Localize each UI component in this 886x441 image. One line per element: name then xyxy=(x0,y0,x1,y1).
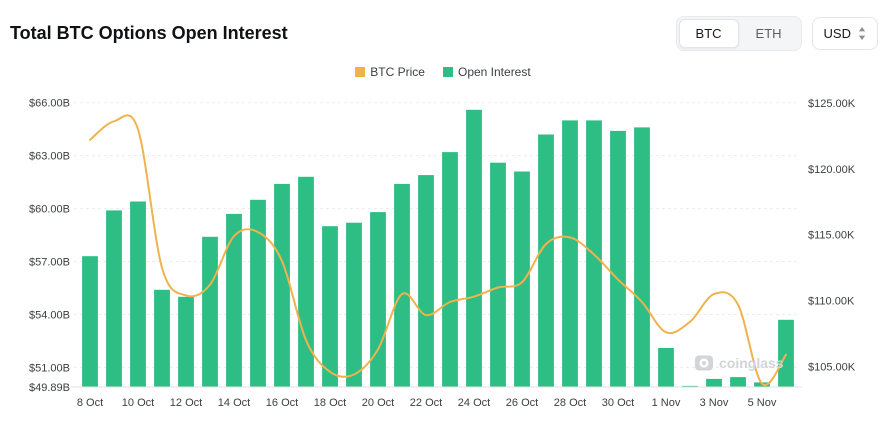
y-tick-label-left: $60.00B xyxy=(29,204,70,216)
bar-open-interest-31-oct[interactable] xyxy=(634,127,650,388)
y-tick-label-left: $63.00B xyxy=(29,151,70,163)
page-title: Total BTC Options Open Interest xyxy=(10,23,288,43)
bar-open-interest-6-nov[interactable] xyxy=(778,319,794,387)
y-tick-label-left: $66.00B xyxy=(29,98,70,110)
y-tick-label-right: $125.00K xyxy=(808,98,856,110)
legend-label-open-interest: Open Interest xyxy=(457,65,531,79)
bar-open-interest-27-oct[interactable] xyxy=(538,134,554,388)
x-tick-label: 10 Oct xyxy=(122,397,154,409)
x-tick-label: 24 Oct xyxy=(458,397,490,409)
bar-open-interest-18-oct[interactable] xyxy=(322,226,338,387)
x-tick-label: 1 Nov xyxy=(652,397,681,409)
x-tick-label: 28 Oct xyxy=(554,397,586,409)
chart-canvas[interactable]: $66.00B $63.00B $60.00B $57.00B $54.00B $51.0… xyxy=(0,81,886,417)
x-tick-label: 8 Oct xyxy=(77,397,103,409)
bar-open-interest-12-oct[interactable] xyxy=(178,296,194,387)
currency-value: USD xyxy=(823,26,851,41)
legend-item-btc-price[interactable]: BTC Price xyxy=(355,65,425,79)
header: Total BTC Options Open Interest BTC ETH … xyxy=(0,0,886,51)
chart-container: $66.00B $63.00B $60.00B $57.00B $54.00B $51.0… xyxy=(0,81,886,422)
bar-open-interest-2-nov[interactable] xyxy=(682,385,698,387)
y-tick-label-left: $51.00B xyxy=(29,362,70,374)
bar-open-interest-8-oct[interactable] xyxy=(82,256,98,387)
bar-open-interest-28-oct[interactable] xyxy=(562,120,578,388)
bar-open-interest-20-oct[interactable] xyxy=(370,212,386,387)
bar-open-interest-15-oct[interactable] xyxy=(250,199,266,387)
y-tick-label-right: $115.00K xyxy=(808,230,855,242)
bar-open-interest-21-oct[interactable] xyxy=(394,183,410,387)
bar-open-interest-17-oct[interactable] xyxy=(298,176,314,387)
bar-open-interest-19-oct[interactable] xyxy=(346,222,362,387)
bar-open-interest-24-oct[interactable] xyxy=(466,109,482,388)
legend-label-btc-price: BTC Price xyxy=(370,65,425,79)
x-tick-label: 12 Oct xyxy=(170,397,202,409)
x-tick-label: 30 Oct xyxy=(602,397,634,409)
bar-open-interest-30-oct[interactable] xyxy=(610,130,626,387)
bar-open-interest-23-oct[interactable] xyxy=(442,152,458,387)
y-tick-label-right: $105.00K xyxy=(808,362,856,374)
x-tick-label: 26 Oct xyxy=(506,397,538,409)
coin-toggle: BTC ETH xyxy=(675,16,802,51)
x-tick-label: 3 Nov xyxy=(700,397,729,409)
x-tick-label: 5 Nov xyxy=(748,397,777,409)
y-tick-label-right: $110.00K xyxy=(808,296,855,308)
bar-open-interest-13-oct[interactable] xyxy=(202,236,218,387)
x-tick-label: 22 Oct xyxy=(410,397,442,409)
x-tick-label: 14 Oct xyxy=(218,397,250,409)
legend-item-open-interest[interactable]: Open Interest xyxy=(442,65,531,79)
y-tick-label-right: $120.00K xyxy=(808,164,856,176)
btc-price-line xyxy=(89,114,787,387)
sort-arrows-icon xyxy=(858,27,866,40)
x-tick-label: 20 Oct xyxy=(362,397,394,409)
coin-toggle-btc[interactable]: BTC xyxy=(678,19,739,48)
bar-open-interest-25-oct[interactable] xyxy=(490,162,506,387)
bar-open-interest-1-nov[interactable] xyxy=(658,348,674,387)
bar-open-interest-10-oct[interactable] xyxy=(130,201,146,388)
bar-open-interest-14-oct[interactable] xyxy=(226,213,242,387)
legend-swatch-btc-price xyxy=(355,67,366,77)
bar-open-interest-9-oct[interactable] xyxy=(106,210,122,387)
x-tick-label: 18 Oct xyxy=(314,397,346,409)
currency-selector[interactable]: USD xyxy=(811,17,878,50)
bar-open-interest-16-oct[interactable] xyxy=(274,183,290,387)
bar-open-interest-26-oct[interactable] xyxy=(514,171,530,388)
y-tick-label-left: $54.00B xyxy=(29,310,70,322)
bar-open-interest-3-nov[interactable] xyxy=(706,378,722,387)
bar-open-interest-4-nov[interactable] xyxy=(730,377,746,387)
bar-open-interest-11-oct[interactable] xyxy=(154,289,170,387)
y-tick-label-left: $49.89B xyxy=(29,382,70,394)
coin-toggle-eth[interactable]: ETH xyxy=(739,19,799,48)
y-tick-label-left: $57.00B xyxy=(29,257,70,269)
legend-swatch-open-interest xyxy=(442,67,453,77)
chart-legend: BTC Price Open Interest xyxy=(0,65,886,79)
header-controls: BTC ETH USD xyxy=(675,16,878,51)
bar-open-interest-22-oct[interactable] xyxy=(418,175,434,387)
x-tick-label: 16 Oct xyxy=(266,397,298,409)
